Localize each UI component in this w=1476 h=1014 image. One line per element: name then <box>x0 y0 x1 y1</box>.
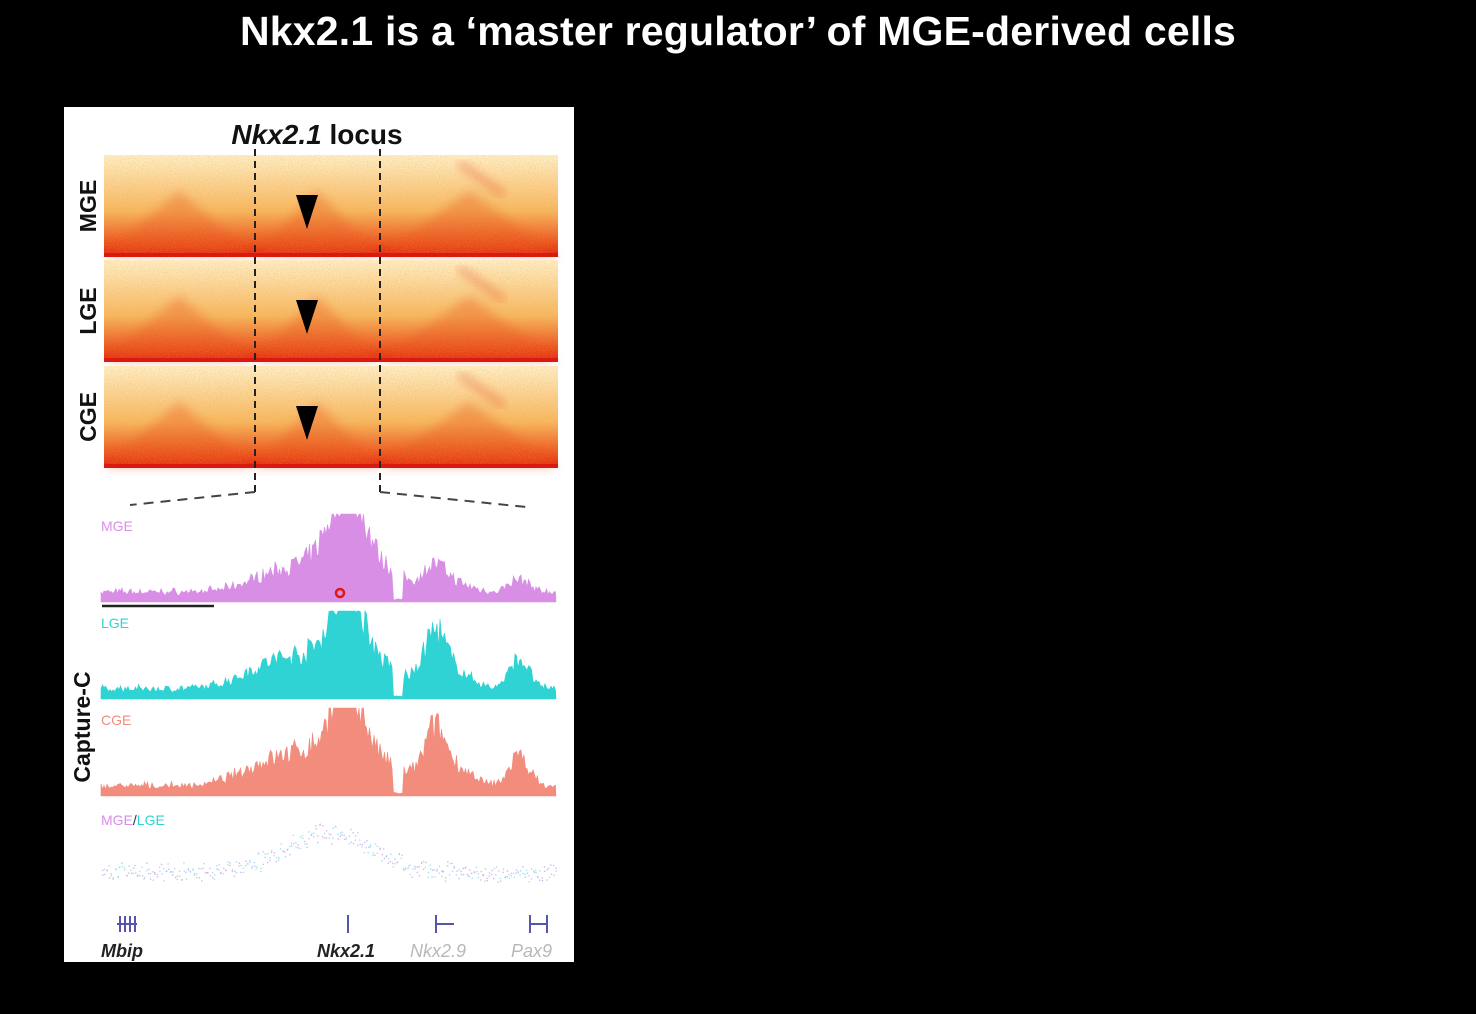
capture-track-mge: MGE <box>100 513 557 603</box>
hic-heatmaps: MGE LGE CGE <box>75 155 558 468</box>
capture-track-lge: LGE <box>100 610 557 700</box>
capture-label-lge: LGE <box>101 615 129 631</box>
figure-panel: Nkx2.1 locus MGE LGE CGE MGE LGE CGE Capture… <box>64 107 574 962</box>
zoom-line-left <box>129 491 256 506</box>
ratio-label: MGE/LGE <box>101 812 165 828</box>
zoom-line-right <box>379 491 527 508</box>
hic-label-cge: CGE <box>75 392 101 442</box>
gene-label-pax9: Pax9 <box>511 941 552 961</box>
gene-model-mbip <box>117 916 137 932</box>
gene-model-pax9 <box>529 915 548 933</box>
viewpoint-marker <box>334 587 346 599</box>
slide-title: Nkx2.1 is a ‘master regulator’ of MGE-de… <box>239 8 1237 54</box>
hic-arrowhead-mge <box>296 195 318 229</box>
gene-label-mbip: Mbip <box>101 941 143 961</box>
hic-label-mge: MGE <box>75 180 101 232</box>
hic-track-mge: MGE <box>75 155 558 257</box>
capture-track-cge: CGE <box>100 707 557 797</box>
gene-model-nkx29 <box>435 915 454 933</box>
hic-arrowhead-lge <box>296 300 318 334</box>
capture-label-mge: MGE <box>101 518 133 534</box>
locus-title: Nkx2.1 locus <box>231 119 402 150</box>
hic-arrowhead-cge <box>296 406 318 440</box>
ratio-dots <box>102 823 557 884</box>
hic-track-lge: LGE <box>75 260 558 362</box>
hic-track-cge: CGE <box>75 366 558 468</box>
ratio-track: MGE/LGE <box>101 812 557 884</box>
gene-label-nkx21: Nkx2.1 <box>317 941 375 961</box>
gene-label-nkx29: Nkx2.9 <box>410 941 466 961</box>
nkx21-locus-figure: Nkx2.1 locus MGE LGE CGE MGE LGE CGE Capture… <box>69 119 558 961</box>
gene-track: Mbip Nkx2.1 Nkx2.9 Pax9 <box>101 915 552 961</box>
capture-c-tracks: MGE LGE CGE <box>100 513 557 797</box>
hic-label-lge: LGE <box>75 287 101 334</box>
capture-label-cge: CGE <box>101 712 131 728</box>
capture-c-label: Capture-C <box>69 671 95 782</box>
